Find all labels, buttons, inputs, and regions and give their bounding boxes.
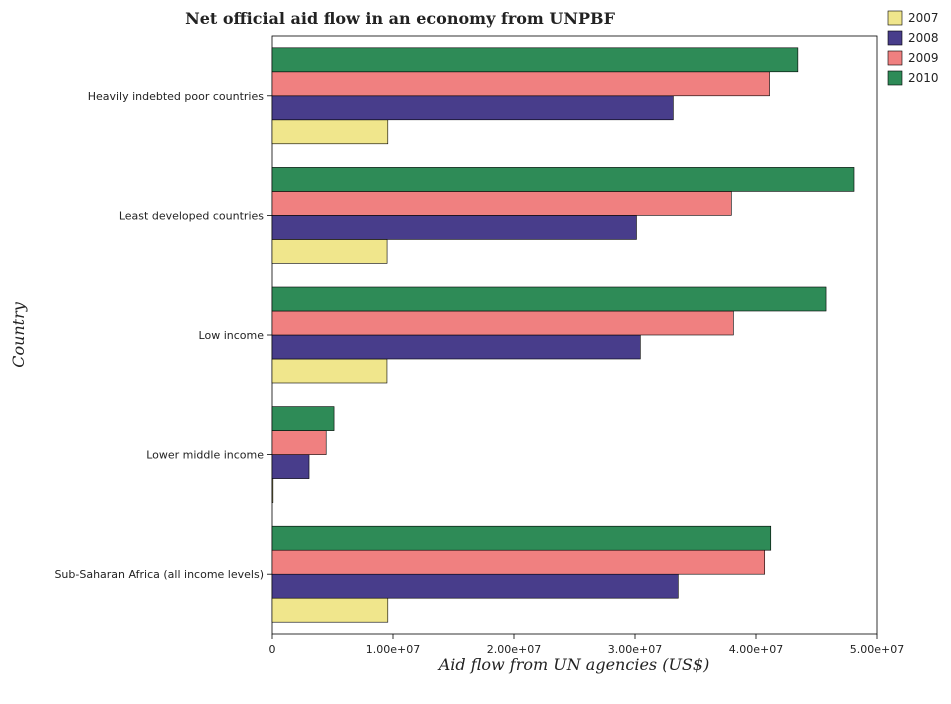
x-tick-label: 0 [269, 643, 276, 656]
bar-2009-4 [271, 549, 766, 575]
legend-label-2008: 2008 [908, 31, 939, 45]
bar-2009-3 [271, 430, 327, 455]
legend-label-2010: 2010 [908, 71, 939, 85]
bar-2009-2 [271, 310, 734, 336]
x-tick-label: 3.00e+07 [608, 643, 662, 656]
legend-swatch-2008 [887, 30, 903, 46]
y-tick-label: Low income [199, 329, 265, 342]
bars-layer [271, 47, 855, 623]
legend-swatch-2007 [887, 10, 903, 26]
bar-2007-1 [271, 239, 388, 264]
bar-2007-2 [271, 358, 388, 384]
y-tick-label: Lower middle income [146, 449, 264, 462]
bar-2010-3 [271, 406, 335, 431]
legend-swatch-2010 [887, 70, 903, 86]
x-tick-label: 1.00e+07 [366, 643, 420, 656]
legend: 2007 2008 2009 2010 [887, 10, 939, 86]
bar-2008-0 [271, 95, 674, 121]
legend-label-2007: 2007 [908, 11, 939, 25]
bar-2010-1 [271, 167, 855, 192]
bar-2009-0 [271, 71, 770, 97]
bar-2008-1 [271, 215, 637, 240]
y-axis-title: Country [9, 301, 28, 368]
bar-2008-2 [271, 334, 641, 360]
bar-2007-3 [271, 478, 274, 503]
x-tick-label: 5.00e+07 [850, 643, 904, 656]
x-tick-label: 2.00e+07 [487, 643, 541, 656]
legend-swatch-2009 [887, 50, 903, 66]
chart-title: Net official aid flow in an economy from… [185, 9, 616, 28]
bar-2010-4 [271, 525, 772, 551]
y-axis-ticks: Heavily indebted poor countries Least dev… [54, 90, 272, 581]
bar-2008-3 [271, 454, 310, 479]
y-tick-label: Least developed countries [119, 209, 264, 222]
bar-2008-4 [271, 573, 679, 599]
y-tick-label: Sub-Saharan Africa (all income levels) [54, 568, 264, 581]
x-tick-label: 4.00e+07 [729, 643, 783, 656]
legend-label-2009: 2009 [908, 51, 939, 65]
bar-2010-2 [271, 286, 827, 312]
y-tick-label: Heavily indebted poor countries [88, 90, 265, 103]
bar-2010-0 [271, 47, 799, 73]
bar-2009-1 [271, 191, 732, 216]
x-axis-title: Aid flow from UN agencies (US$) [437, 655, 710, 674]
x-axis-ticks: 0 1.00e+07 2.00e+07 3.00e+07 4.00e+07 5.00e+0… [269, 634, 904, 656]
bar-2007-4 [271, 597, 389, 623]
bar-2007-0 [271, 119, 389, 145]
